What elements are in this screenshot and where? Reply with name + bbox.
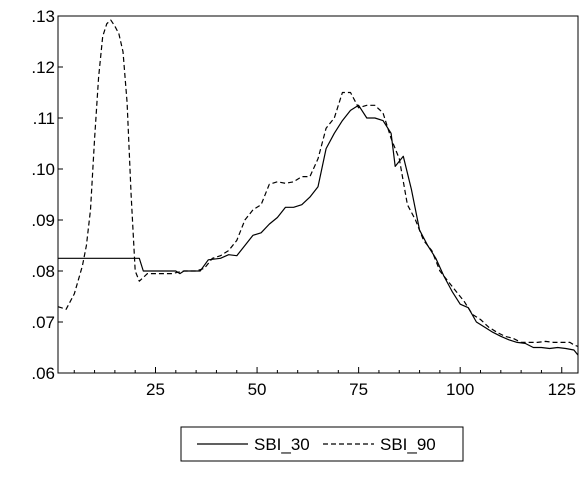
y-tick-label: .07 <box>31 313 55 332</box>
x-tick-label: 100 <box>446 380 474 399</box>
y-axis: .06 .07 .08 .09 .10 .11 .12 .13 <box>31 7 63 383</box>
x-tick-label: 125 <box>548 380 576 399</box>
y-tick-label: .08 <box>31 262 55 281</box>
legend-label: SBI_90 <box>380 435 436 454</box>
series-line-sbi-90 <box>57 19 579 348</box>
y-tick-label: .13 <box>31 7 55 26</box>
x-tick-label: 75 <box>349 380 368 399</box>
x-tick-label: 25 <box>146 380 165 399</box>
x-axis: 25 50 75 100 125 <box>73 367 576 399</box>
x-tick-label: 50 <box>248 380 267 399</box>
y-tick-label: .06 <box>31 364 55 383</box>
series-line-sbi-30 <box>58 104 579 356</box>
y-tick-label: .09 <box>31 211 55 230</box>
plot-frame <box>57 15 579 374</box>
y-tick-label: .10 <box>31 160 55 179</box>
legend: SBI_30 SBI_90 <box>180 426 464 462</box>
plot-lines <box>57 19 579 356</box>
y-tick-label: .12 <box>31 58 55 77</box>
y-tick-label: .11 <box>33 109 55 128</box>
legend-label: SBI_30 <box>254 435 310 454</box>
